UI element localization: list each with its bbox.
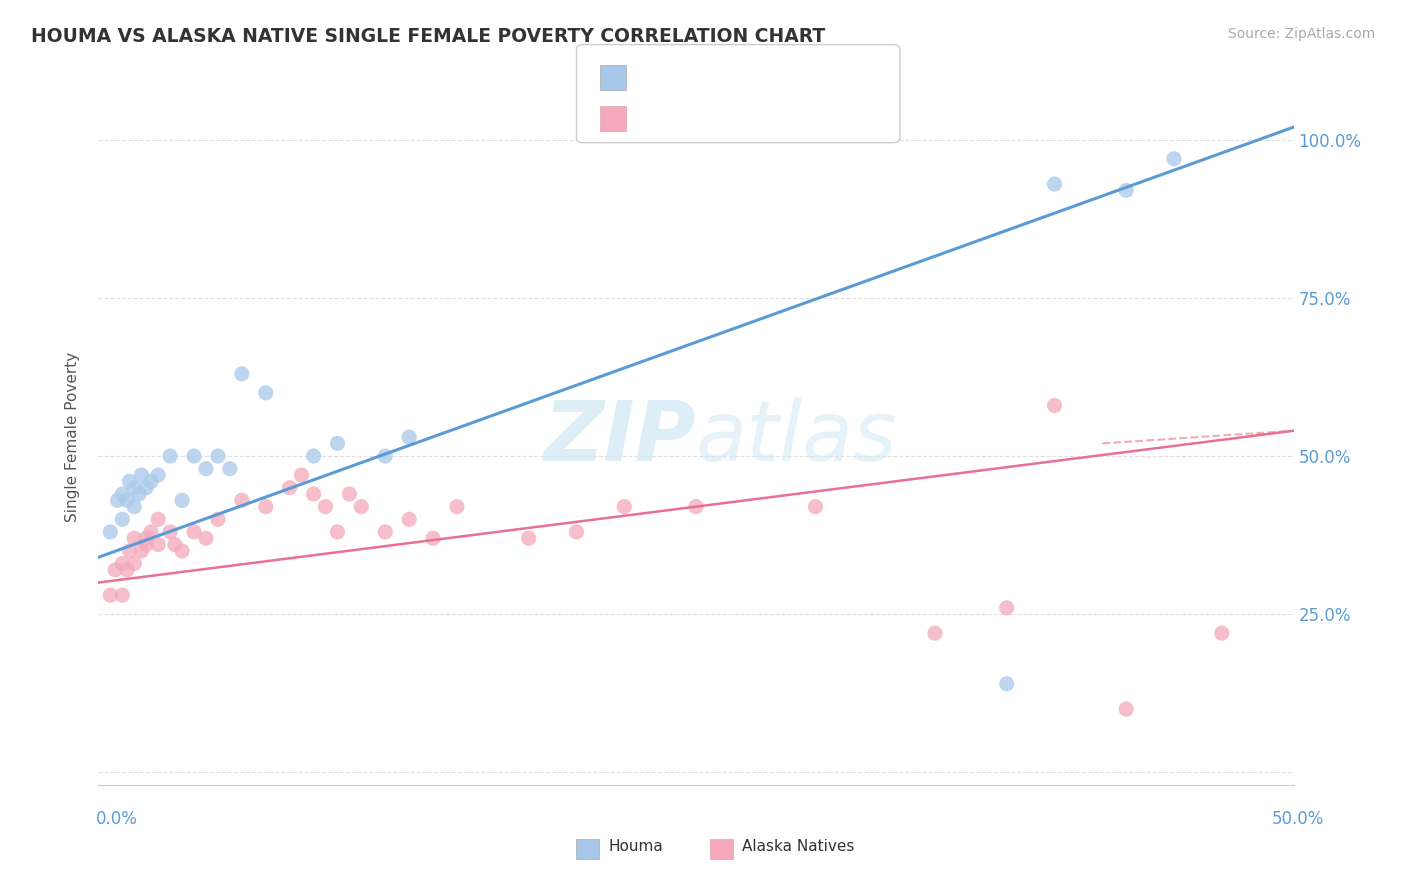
Point [565, 524, 588, 539]
Point [98, 588, 122, 602]
Point [139, 524, 162, 539]
Point [172, 493, 194, 508]
Point [124, 531, 146, 545]
Point [135, 531, 157, 545]
Point [98, 524, 122, 539]
Point [115, 563, 138, 577]
Point [254, 500, 277, 514]
Point [124, 557, 146, 571]
Point [163, 538, 186, 552]
Point [183, 524, 205, 539]
Text: Houma: Houma [609, 839, 664, 854]
Point [446, 500, 468, 514]
Point [111, 588, 134, 602]
Point [1043, 177, 1066, 191]
Point [374, 524, 396, 539]
Point [1043, 399, 1066, 413]
Point [111, 487, 134, 501]
Point [148, 538, 170, 552]
Point [326, 436, 349, 450]
Point [219, 461, 242, 475]
Text: Source: ZipAtlas.com: Source: ZipAtlas.com [1227, 27, 1375, 41]
Point [135, 538, 157, 552]
Point [183, 449, 205, 463]
Point [685, 500, 707, 514]
Point [398, 430, 420, 444]
Point [148, 512, 170, 526]
Point [159, 524, 181, 539]
Point [613, 500, 636, 514]
Point [278, 481, 301, 495]
Point [350, 500, 373, 514]
Point [326, 524, 349, 539]
Point [124, 481, 146, 495]
Point [131, 468, 153, 483]
Point [195, 461, 218, 475]
Point [111, 557, 134, 571]
Point [995, 600, 1018, 615]
Point [422, 531, 444, 545]
Point [302, 449, 325, 463]
Text: atlas: atlas [696, 397, 897, 477]
Point [172, 544, 194, 558]
Point [339, 487, 361, 501]
Text: R = 0.259   N = 43: R = 0.259 N = 43 [637, 105, 821, 123]
Point [115, 493, 138, 508]
Point [1211, 626, 1233, 640]
Point [135, 481, 157, 495]
Text: ZIP: ZIP [543, 397, 696, 477]
Point [207, 512, 229, 526]
Text: 0.0%: 0.0% [96, 810, 138, 828]
Point [517, 531, 540, 545]
Text: HOUMA VS ALASKA NATIVE SINGLE FEMALE POVERTY CORRELATION CHART: HOUMA VS ALASKA NATIVE SINGLE FEMALE POV… [31, 27, 825, 45]
Point [398, 512, 420, 526]
Point [1115, 183, 1137, 197]
Point [231, 493, 253, 508]
Point [131, 544, 153, 558]
Point [107, 493, 129, 508]
Point [291, 468, 314, 483]
Point [374, 449, 396, 463]
Point [207, 449, 229, 463]
Point [924, 626, 946, 640]
Text: Alaska Natives: Alaska Natives [742, 839, 855, 854]
Y-axis label: Single Female Poverty: Single Female Poverty [65, 352, 80, 522]
Point [104, 563, 127, 577]
Point [128, 487, 150, 501]
Point [254, 385, 277, 400]
Point [111, 512, 134, 526]
Point [1115, 702, 1137, 716]
Text: R = 0.825   N = 29: R = 0.825 N = 29 [637, 64, 821, 82]
Point [124, 500, 146, 514]
Text: 50.0%: 50.0% [1272, 810, 1324, 828]
Point [995, 677, 1018, 691]
Point [148, 468, 170, 483]
Point [195, 531, 218, 545]
Point [118, 475, 141, 489]
Point [118, 544, 141, 558]
Point [302, 487, 325, 501]
Point [804, 500, 827, 514]
Point [139, 475, 162, 489]
Point [1163, 152, 1185, 166]
Point [159, 449, 181, 463]
Point [231, 367, 253, 381]
Point [315, 500, 337, 514]
